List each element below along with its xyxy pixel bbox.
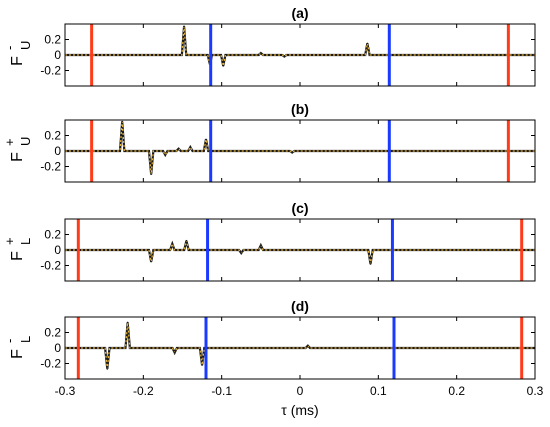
y-tick-label: 0.2 [44,326,61,340]
y-label-base: F [9,251,26,261]
y-tick-label: 0.2 [44,228,61,242]
signal-overlay [65,121,535,175]
y-tick-label: 0 [54,144,61,158]
panel-title: (b) [291,101,309,117]
peak-point [205,138,207,141]
y-tick-label: -0.2 [40,357,61,371]
signal-overlay [65,240,535,265]
peak-point [260,244,262,247]
panel-1: (a) F - U 0.20 -0.2 [2,5,536,87]
peak-point [201,364,203,366]
peak-point [240,252,243,254]
panel-title: (a) [291,5,308,21]
peak-point [106,368,109,370]
y-label-sup: + [2,237,17,245]
peak-point [126,321,129,324]
y-tick-label: -0.2 [40,64,61,78]
peak-point [366,42,369,45]
peak-point [260,52,262,54]
peak-point [222,65,225,67]
y-label-sup: - [2,339,17,343]
x-tick-label: 0.1 [370,384,387,398]
y-tick-label: 0.2 [44,129,61,143]
x-tick-label: -0.3 [55,384,76,398]
signal-trace [65,121,535,175]
peak-point [307,344,309,347]
panel-title: (d) [291,298,309,314]
y-label-base: F [9,152,26,162]
y-tick-label: 0 [54,341,61,355]
y-axis-label: F + L [2,237,33,260]
y-label-sub: U [18,137,33,146]
peak-point [121,120,123,123]
y-label-base: F [9,349,26,359]
y-label-sup: - [2,46,17,50]
panel-title: (c) [291,200,308,216]
peak-point [177,147,180,150]
x-tick-label: -0.1 [211,384,232,398]
peak-point [369,263,372,265]
panel-2: (b) F + U 0.20 -0.2 [2,101,536,183]
y-axis-label: F - L [2,336,33,359]
peak-point [173,351,176,354]
axes-frame [64,119,536,183]
y-axis-label: F + U [2,137,33,162]
y-tick-label: -0.2 [40,259,61,273]
y-tick-label: 0 [54,48,61,62]
y-tick-label: 0 [54,243,61,257]
x-tick-label: -0.2 [133,384,154,398]
peak-point [150,260,152,263]
peak-point [164,154,167,156]
y-label-sub: L [18,238,33,245]
peak-point [183,25,185,28]
y-tick-label: -0.2 [40,160,61,174]
peak-point [189,146,192,148]
signal-overlay [65,322,535,369]
peak-point [185,239,188,242]
y-label-base: F [9,56,26,66]
axes-frame [64,218,536,282]
signal-trace [65,26,535,67]
x-tick-label: 0.2 [448,384,465,398]
y-label-sup: + [2,138,17,146]
y-tick-label: 0.2 [44,33,61,47]
axes-frame [64,23,536,87]
signal-overlay [65,26,535,66]
peak-point [171,243,174,245]
peak-point [283,55,286,58]
y-axis-label: F - U [2,41,33,66]
panel-4: (d) F - L 0.20 -0.2 [2,298,536,380]
x-axis-label: τ (ms) [281,402,318,418]
axes-frame [64,316,536,380]
signal-trace [65,322,535,370]
x-tick-label: 0.3 [527,384,544,398]
peak-point [291,151,293,154]
signal-trace [65,240,535,265]
panel-3: (c) F + L 0.20 -0.2 [2,200,536,282]
y-label-sub: L [18,336,33,343]
x-tick-label: 0 [297,384,304,398]
peak-point [150,173,152,176]
y-label-sub: U [18,41,33,50]
